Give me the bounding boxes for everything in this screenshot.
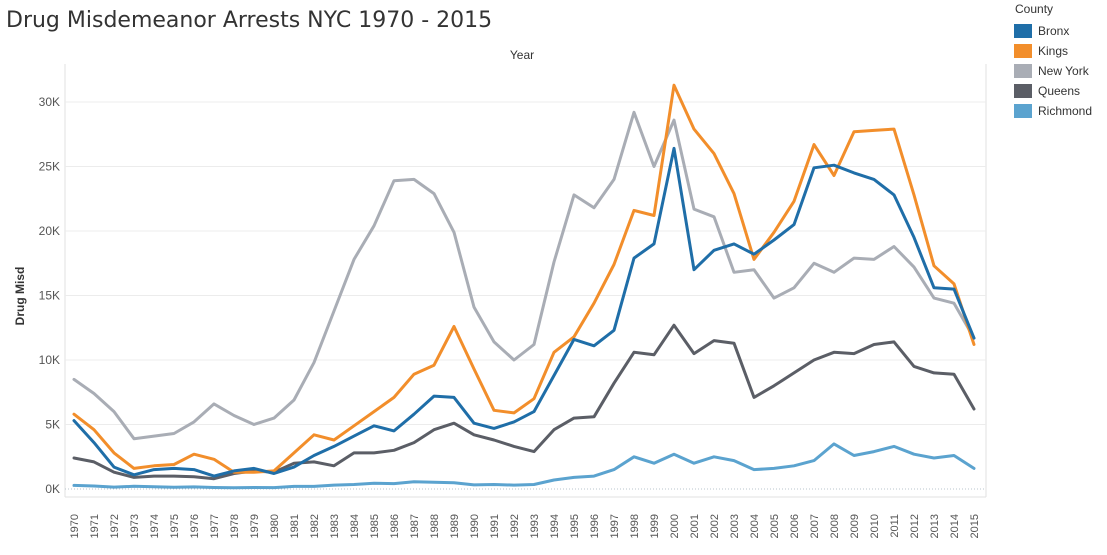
- series-line-kings[interactable]: [72, 83, 976, 474]
- x-tick-label: 2000: [669, 514, 681, 538]
- y-tick-label: 20K: [39, 224, 60, 238]
- x-tick-label: 2015: [969, 514, 981, 538]
- x-axis-ticks: 1970 1971 1972 1973 1974 1975 1976 1977 1978 1979…: [69, 514, 981, 538]
- legend-item-richmond[interactable]: Richmond: [1012, 101, 1107, 121]
- y-axis-label: Drug Misd: [13, 267, 27, 326]
- x-tick-label: 1996: [589, 514, 601, 538]
- y-tick-label: 30K: [39, 95, 60, 109]
- legend: County Bronx Kings New York Queens Richm…: [1012, 2, 1107, 121]
- x-tick-label: 2005: [769, 514, 781, 538]
- x-tick-label: 2009: [849, 514, 861, 538]
- series-lines: [72, 83, 976, 490]
- x-tick-label: 1980: [269, 514, 281, 538]
- legend-swatch-queens: [1014, 84, 1032, 98]
- series-line-queens[interactable]: [72, 323, 976, 481]
- x-tick-label: 2002: [709, 514, 721, 538]
- x-tick-label: 1977: [209, 514, 221, 538]
- x-tick-label: 1970: [69, 514, 81, 538]
- x-tick-label: 1994: [549, 514, 561, 538]
- legend-label-bronx: Bronx: [1038, 24, 1070, 38]
- x-tick-label: 1984: [349, 514, 361, 538]
- x-tick-label: 1972: [109, 514, 121, 538]
- x-tick-label: 1993: [529, 514, 541, 538]
- x-tick-label: 1978: [229, 514, 241, 538]
- y-tick-label: 15K: [39, 289, 60, 303]
- x-tick-label: 2013: [929, 514, 941, 538]
- legend-label-richmond: Richmond: [1038, 104, 1093, 118]
- y-tick-label: 0K: [45, 482, 60, 496]
- x-tick-label: 2014: [949, 514, 961, 538]
- x-tick-label: 1976: [189, 514, 201, 538]
- legend-label-kings: Kings: [1038, 44, 1069, 58]
- legend-item-queens[interactable]: Queens: [1012, 81, 1107, 101]
- x-tick-label: 1999: [649, 514, 661, 538]
- series-line-bronx[interactable]: [72, 146, 976, 478]
- x-tick-label: 1991: [489, 514, 501, 538]
- y-axis-ticks: 0K 5K 10K 15K 20K 25K 30K: [39, 95, 60, 496]
- legend-item-kings[interactable]: Kings: [1012, 41, 1107, 61]
- x-tick-label: 1992: [509, 514, 521, 538]
- x-tick-label: 1975: [169, 514, 181, 538]
- legend-label-queens: Queens: [1038, 84, 1081, 98]
- x-tick-label: 1973: [129, 514, 141, 538]
- y-tick-label: 10K: [39, 353, 60, 367]
- legend-title: County: [1015, 2, 1054, 16]
- legend-swatch-richmond: [1014, 104, 1032, 118]
- x-tick-label: 1988: [429, 514, 441, 538]
- gridlines: [64, 64, 987, 498]
- x-tick-label: 1981: [289, 514, 301, 538]
- x-tick-label: 2010: [869, 514, 881, 538]
- legend-item-bronx[interactable]: Bronx: [1012, 21, 1107, 41]
- chart-title: Drug Misdemeanor Arrests NYC 1970 - 2015: [6, 8, 493, 33]
- x-tick-label: 1982: [309, 514, 321, 538]
- series-line-new-york[interactable]: [72, 110, 976, 441]
- series-line-richmond[interactable]: [72, 442, 976, 490]
- x-tick-label: 2001: [689, 514, 701, 538]
- x-tick-label: 1998: [629, 514, 641, 538]
- legend-swatch-kings: [1014, 44, 1032, 58]
- y-tick-label: 25K: [39, 160, 60, 174]
- x-tick-label: 1987: [409, 514, 421, 538]
- x-tick-label: 1971: [89, 514, 101, 538]
- legend-swatch-new-york: [1014, 64, 1032, 78]
- x-tick-label: 1990: [469, 514, 481, 538]
- x-tick-label: 2011: [889, 514, 901, 538]
- x-tick-label: 1997: [609, 514, 621, 538]
- legend-swatch-bronx: [1014, 24, 1032, 38]
- x-tick-label: 2006: [789, 514, 801, 538]
- legend-item-new-york[interactable]: New York: [1012, 61, 1107, 81]
- x-tick-label: 1979: [249, 514, 261, 538]
- x-tick-label: 1985: [369, 514, 381, 538]
- x-tick-label: 1995: [569, 514, 581, 538]
- x-tick-label: 2012: [909, 514, 921, 538]
- x-tick-label: 2003: [729, 514, 741, 538]
- x-tick-label: 2008: [829, 514, 841, 538]
- x-tick-label: 1983: [329, 514, 341, 538]
- y-tick-label: 5K: [45, 418, 60, 432]
- x-tick-label: 1986: [389, 514, 401, 538]
- x-tick-label: 2004: [749, 514, 761, 538]
- x-tick-label: 2007: [809, 514, 821, 538]
- x-tick-label: 1974: [149, 514, 161, 538]
- column-header-year: Year: [510, 48, 534, 62]
- legend-label-new-york: New York: [1038, 64, 1089, 78]
- x-tick-label: 1989: [449, 514, 461, 538]
